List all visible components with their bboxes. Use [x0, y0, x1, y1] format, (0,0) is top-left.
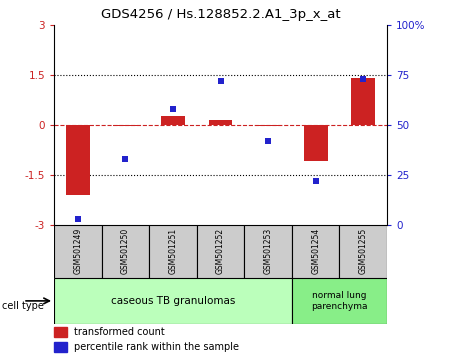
- Text: GSM501250: GSM501250: [121, 228, 130, 274]
- Text: percentile rank within the sample: percentile rank within the sample: [74, 342, 239, 352]
- Bar: [54, 278, 292, 324]
- Text: GSM501255: GSM501255: [359, 228, 368, 274]
- Title: GDS4256 / Hs.128852.2.A1_3p_x_at: GDS4256 / Hs.128852.2.A1_3p_x_at: [101, 8, 340, 21]
- Text: GSM501254: GSM501254: [311, 228, 320, 274]
- Text: GSM501252: GSM501252: [216, 228, 225, 274]
- Bar: [66, 125, 90, 195]
- Text: GSM501251: GSM501251: [168, 228, 177, 274]
- Text: normal lung
parenchyma: normal lung parenchyma: [311, 291, 368, 310]
- Bar: [304, 125, 328, 161]
- Bar: [54, 225, 102, 278]
- Text: cell type: cell type: [2, 301, 44, 311]
- Text: GSM501253: GSM501253: [264, 228, 273, 274]
- Bar: [102, 225, 149, 278]
- Point: [265, 138, 272, 144]
- Bar: [113, 125, 137, 126]
- Point: [74, 216, 81, 222]
- Point: [360, 76, 367, 82]
- Point: [312, 178, 319, 184]
- Point: [169, 106, 176, 112]
- Point: [217, 78, 224, 84]
- Bar: [292, 225, 339, 278]
- Bar: [197, 225, 244, 278]
- Bar: [209, 120, 232, 125]
- Bar: [54, 342, 68, 353]
- Bar: [292, 278, 387, 324]
- Point: [122, 156, 129, 162]
- Bar: [149, 225, 197, 278]
- Bar: [339, 225, 387, 278]
- Bar: [244, 225, 292, 278]
- Bar: [54, 327, 68, 337]
- Bar: [161, 116, 185, 125]
- Bar: [351, 78, 375, 125]
- Text: transformed count: transformed count: [74, 327, 165, 337]
- Bar: [256, 125, 280, 126]
- Text: caseous TB granulomas: caseous TB granulomas: [111, 296, 235, 306]
- Text: GSM501249: GSM501249: [73, 228, 82, 274]
